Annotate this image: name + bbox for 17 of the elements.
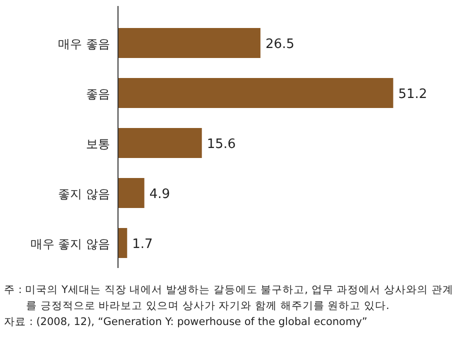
bar [118,228,128,258]
text: 자료 : (2008, 12), “Generation Y: powerhouse of the global economy” [4,315,368,330]
bar [118,178,144,208]
y-tick-label: 매우 좋음 [58,37,110,51]
bar [118,78,394,108]
y-tick-label: 좋지 않음 [58,187,110,201]
data-label: 15.6 [206,137,236,152]
data-label: 51.2 [398,87,428,102]
data-label: 26.5 [265,37,294,52]
y-tick-label: 보통 [86,137,110,151]
y-tick-label: 좋음 [86,87,110,101]
y-tick-label: 매우 좋지 않음 [30,237,110,251]
text: 주 : 미국의 Y세대는 직장 내에서 발생하는 갈등에도 불구하고, 업무 과정에서 상사와의 관계를 긍정적으로 바라보고 있으며 상사가 자기와 함께 해주기를 원하고 있다. [4,283,454,314]
bar [118,28,260,58]
data-label: 4.9 [149,187,170,202]
bar [118,128,202,158]
data-label: 1.7 [132,237,153,252]
